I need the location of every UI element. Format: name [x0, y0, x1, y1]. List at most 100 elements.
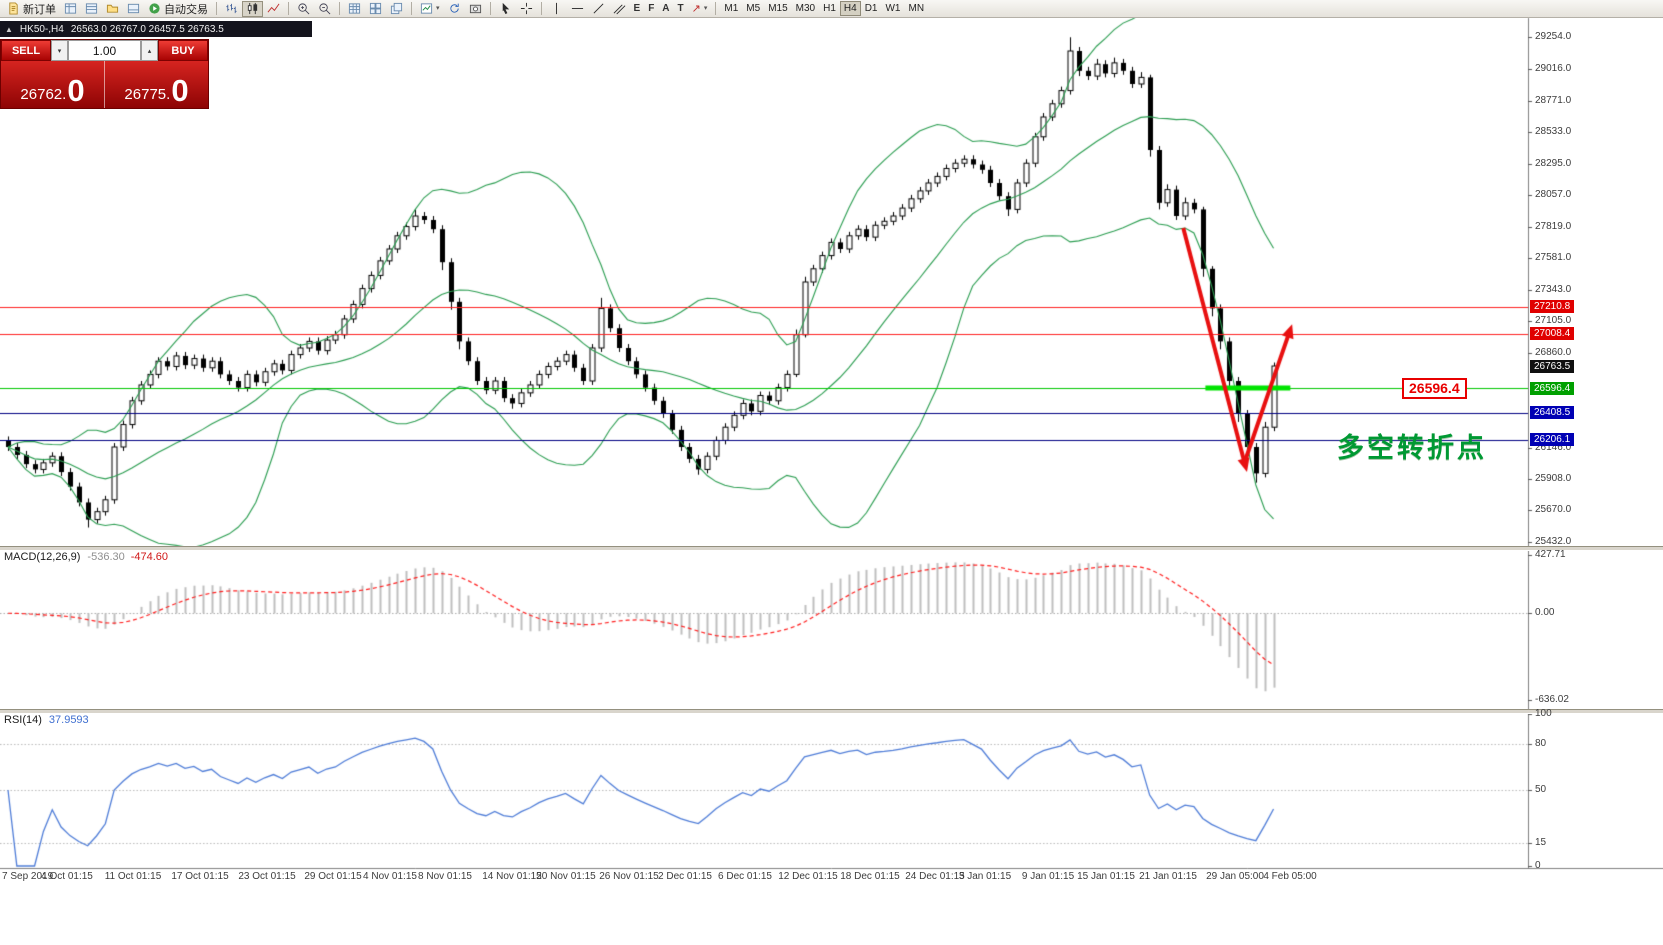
date-label: 17 Oct 01:15 [171, 871, 229, 882]
buy-price-main: 26775. [124, 85, 171, 103]
toolbar-separator [411, 2, 412, 15]
date-label: 4 Oct 01:15 [41, 871, 93, 882]
date-label: 7 Sep 2019 [2, 871, 54, 882]
navigator-button[interactable] [102, 1, 123, 17]
candlestick-chart-button[interactable] [242, 0, 263, 17]
refresh-button[interactable] [444, 1, 465, 17]
macd-axis-label: 0.00 [1535, 607, 1555, 619]
objects-list-icon [348, 2, 361, 15]
zoom-in-button[interactable] [293, 1, 314, 17]
price-level-label[interactable]: 26596.4 [1402, 378, 1467, 400]
rsi-axis-label: 50 [1535, 784, 1547, 795]
timeframe-h4-button[interactable]: H4 [839, 1, 861, 16]
timeframe-m1-button[interactable]: M1 [720, 1, 742, 16]
date-label: 6 Dec 01:15 [718, 871, 772, 882]
panel-separator[interactable] [0, 709, 1663, 714]
terminal-button[interactable] [123, 1, 144, 17]
rsi-value: 37.9593 [48, 714, 89, 726]
timeframe-d1-button[interactable]: D1 [861, 1, 882, 16]
buy-button[interactable]: BUY [158, 40, 208, 61]
sell-price[interactable]: 26762. 0 [1, 61, 104, 108]
sell-button[interactable]: SELL [1, 40, 51, 61]
toolbar-separator [489, 2, 491, 15]
date-label: 23 Oct 01:15 [238, 871, 296, 882]
crosshair-tool-button[interactable] [516, 1, 537, 17]
candlestick-chart-icon [246, 2, 259, 15]
cascade-windows-button[interactable] [386, 1, 407, 17]
new-order-icon [7, 2, 20, 15]
zoom-out-button[interactable] [314, 1, 335, 17]
tile-windows-icon [369, 2, 382, 15]
price-axis-label: 28057.0 [1535, 189, 1572, 201]
hline-tool-button[interactable] [567, 1, 588, 17]
vline-icon [550, 2, 563, 15]
text-icon: A [662, 3, 670, 14]
arrows-tool-button[interactable]: ↗ ▾ [688, 1, 712, 17]
date-label: 11 Oct 01:15 [104, 871, 162, 882]
price-axis-label: 26146.0 [1535, 441, 1572, 453]
volume-decrease-button[interactable]: ▾ [51, 40, 68, 61]
volume-increase-button[interactable]: ▴ [141, 40, 158, 61]
price-axis-badge: 26206.1 [1530, 433, 1575, 447]
market-watch-button[interactable] [60, 1, 81, 17]
date-label: 18 Dec 01:15 [840, 871, 900, 882]
navigator-icon [106, 2, 119, 15]
text-label-tool-button[interactable]: T [674, 1, 688, 17]
price-axis-label: 28533.0 [1535, 126, 1572, 138]
channel-tool-button[interactable] [609, 1, 630, 17]
rsi-label: RSI(14) 37.9593 [4, 714, 89, 726]
text-tool-button[interactable]: A [658, 1, 673, 17]
macd-signal-value: -474.60 [130, 551, 169, 563]
macd-label: MACD(12,26,9) -536.30 -474.60 [4, 551, 168, 563]
line-chart-button[interactable] [263, 1, 284, 17]
caret-down-icon: ▾ [703, 5, 708, 12]
trendline-tool-button[interactable] [588, 1, 609, 17]
price-axis-label: 25670.0 [1535, 504, 1572, 516]
macd-name: MACD(12,26,9) [4, 551, 81, 563]
panel-separator[interactable] [0, 546, 1663, 551]
timeframe-m5-button[interactable]: M5 [742, 1, 764, 16]
price-axis-label: 26860.0 [1535, 347, 1572, 359]
price-axis-label: 25432.0 [1535, 535, 1572, 547]
timeframe-m30-button[interactable]: M30 [792, 1, 819, 16]
oct-price-row: 26762. 0 26775. 0 [1, 61, 208, 108]
turning-point-note[interactable]: 多空转折点 [1337, 433, 1487, 463]
new-order-button[interactable]: 新订单 [3, 1, 60, 17]
data-window-button[interactable] [81, 1, 102, 17]
arrow-object-icon: ↗ [691, 3, 701, 15]
date-label: 2 Dec 01:15 [658, 871, 712, 882]
bar-chart-button[interactable] [221, 1, 242, 17]
crosshair-icon [520, 2, 533, 15]
vline-tool-button[interactable] [546, 1, 567, 17]
price-axis-label: 29254.0 [1535, 31, 1572, 43]
autotrading-button[interactable]: 自动交易 [144, 1, 212, 17]
price-axis-label: 29016.0 [1535, 62, 1572, 74]
bar-chart-icon [225, 2, 238, 15]
snapshot-button[interactable] [465, 1, 486, 17]
price-axis-label: 27105.0 [1535, 314, 1572, 326]
hline-icon [571, 2, 584, 15]
buy-price[interactable]: 26775. 0 [104, 61, 208, 108]
tile-windows-button[interactable] [365, 1, 386, 17]
fibonacci-tool-button[interactable]: F [644, 1, 658, 17]
date-label: 29 Jan 05:00 [1206, 871, 1264, 882]
collapse-triangle-icon[interactable]: ▲ [5, 24, 13, 34]
timeframe-mn-button[interactable]: MN [904, 1, 928, 16]
date-label: 12 Dec 01:15 [778, 871, 838, 882]
price-axis-badge: 26408.5 [1530, 406, 1575, 420]
timeframe-w1-button[interactable]: W1 [881, 1, 904, 16]
date-label: 26 Nov 01:15 [599, 871, 659, 882]
objects-list-button[interactable] [344, 1, 365, 17]
snapshot-icon [469, 2, 482, 15]
macd-main-value: -536.30 [87, 551, 125, 563]
equidistant-channel-tool-button[interactable]: E [630, 1, 645, 17]
date-label: 15 Jan 01:15 [1077, 871, 1135, 882]
volume-input[interactable] [68, 40, 141, 61]
cursor-tool-button[interactable] [495, 1, 516, 17]
timeframe-m15-button[interactable]: M15 [764, 1, 791, 16]
new-order-label: 新订单 [23, 3, 56, 16]
add-indicator-button[interactable]: ▾ [416, 1, 444, 17]
timeframe-h1-button[interactable]: H1 [819, 1, 840, 16]
